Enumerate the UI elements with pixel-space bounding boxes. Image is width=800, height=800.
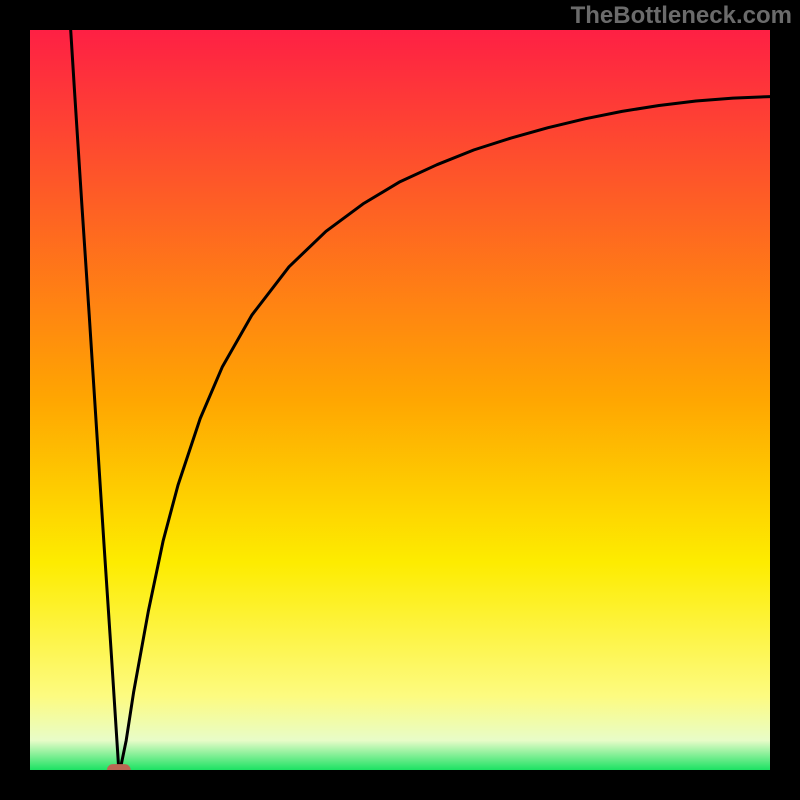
chart-svg (0, 0, 800, 800)
bottleneck-figure: TheBottleneck.com (0, 0, 800, 800)
watermark-text: TheBottleneck.com (571, 2, 792, 30)
